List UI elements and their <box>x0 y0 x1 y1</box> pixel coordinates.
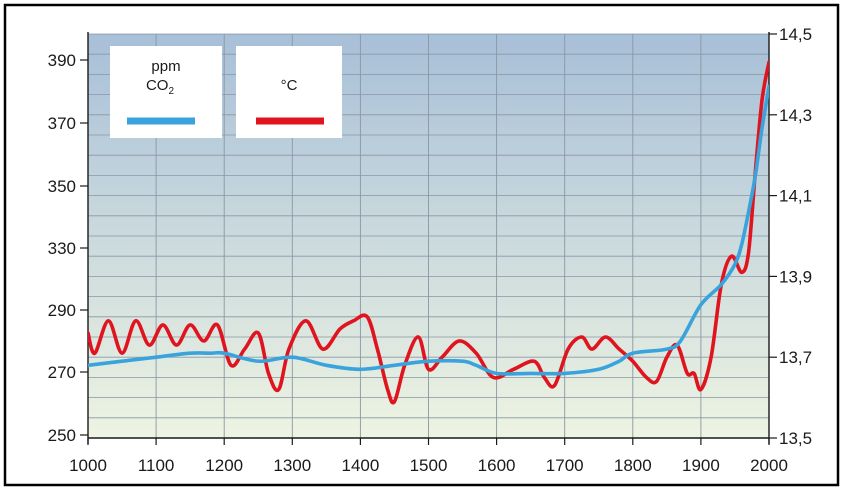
legend-temp-label: °C <box>281 77 298 94</box>
x-tick-label: 2000 <box>750 456 788 475</box>
y-right-tick-label: 14,1 <box>779 187 812 206</box>
x-tick-label: 1700 <box>546 456 584 475</box>
y-right-tick-label: 14,3 <box>779 106 812 125</box>
y-left-tick-label: 390 <box>48 51 76 70</box>
x-tick-label: 1900 <box>682 456 720 475</box>
x-tick-label: 1300 <box>273 456 311 475</box>
legend: ppm CO2 °C <box>110 46 342 138</box>
x-tick-label: 1400 <box>341 456 379 475</box>
y-left-tick-label: 270 <box>48 363 76 382</box>
axes: 1000 1100 1200 1300 1400 1500 1600 1700 1800 1900… <box>48 25 812 475</box>
y-right-tick-label: 14,5 <box>779 25 812 44</box>
legend-co2-co: CO <box>146 77 169 94</box>
y-left-tick-label: 250 <box>48 426 76 445</box>
x-tick-label: 1100 <box>138 456 175 475</box>
x-tick-label: 1200 <box>205 456 243 475</box>
y-left-tick-label: 350 <box>48 177 76 196</box>
y-right-tick-label: 13,5 <box>779 429 812 448</box>
y-left-tick-label: 290 <box>48 301 76 320</box>
x-tick-label: 1000 <box>69 456 107 475</box>
x-tick-label: 1500 <box>410 456 448 475</box>
x-tick-label: 1800 <box>614 456 652 475</box>
y-right-tick-label: 13,9 <box>779 267 812 286</box>
series <box>88 60 769 405</box>
temperature-series-line <box>88 60 769 405</box>
co2-series-line <box>88 84 769 376</box>
legend-co2-line2: CO2 <box>146 77 175 97</box>
legend-co2-sub: 2 <box>168 86 174 97</box>
legend-co2-line1: ppm <box>151 58 180 75</box>
x-tick-label: 1600 <box>478 456 516 475</box>
y-right-tick-label: 13,7 <box>779 348 812 367</box>
y-left-tick-label: 330 <box>48 239 76 258</box>
y-left-tick-label: 370 <box>48 114 76 133</box>
grid <box>87 33 770 439</box>
